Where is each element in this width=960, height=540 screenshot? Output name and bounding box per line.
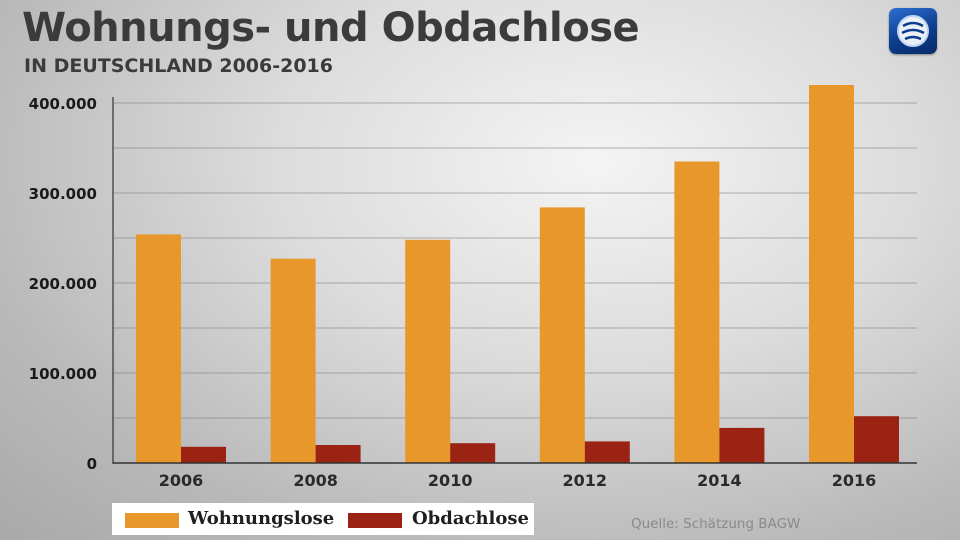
bar-wohnungslose-2010	[405, 239, 451, 463]
x-tick-label: 2006	[159, 471, 204, 490]
y-tick-labels: 0 100.000 200.000 300.000 400.000	[29, 95, 97, 473]
x-tick-label: 2010	[428, 471, 473, 490]
bar-wohnungslose-2012	[539, 207, 585, 463]
bar-wohnungslose-2006	[136, 234, 181, 463]
y-tick-label: 200.000	[29, 275, 97, 293]
tagesschau-logo-icon	[889, 8, 937, 54]
y-tick-label: 100.000	[29, 365, 97, 383]
bar-obdachlose-2014	[719, 427, 765, 463]
chart-title: Wohnungs- und Obdachlose	[22, 5, 640, 51]
y-tick-label: 400.000	[29, 95, 97, 113]
bar-obdachlose-2010	[450, 443, 496, 463]
x-tick-label: 2014	[697, 471, 742, 490]
bar-wohnungslose-2016	[809, 85, 854, 463]
bar-wohnungslose-2014	[674, 161, 720, 463]
bar-obdachlose-2012	[584, 441, 630, 463]
bar-obdachlose-2008	[315, 445, 361, 463]
legend-label-obdachlose: Obdachlose	[412, 508, 529, 529]
bar-obdachlose-2016	[854, 416, 899, 463]
y-tick-label: 0	[87, 455, 97, 473]
source-note: Quelle: Schätzung BAGW	[631, 516, 801, 532]
legend-label-wohnungslose: Wohnungslose	[188, 508, 335, 529]
x-tick-label: 2008	[293, 471, 338, 490]
bar-wohnungslose-2008	[270, 258, 316, 463]
bar-obdachlose-2006	[181, 446, 226, 463]
x-tick-labels: 2006 2008 2010 2012 2014 2016	[159, 471, 877, 490]
legend-swatch-obdachlose	[348, 513, 402, 528]
chart-subtitle: IN DEUTSCHLAND 2006-2016	[24, 55, 334, 77]
x-tick-label: 2016	[832, 471, 877, 490]
gridlines	[113, 102, 917, 419]
legend-swatch-wohnungslose	[125, 513, 179, 528]
y-tick-label: 300.000	[29, 185, 97, 203]
x-tick-label: 2012	[563, 471, 608, 490]
bars	[136, 85, 899, 463]
legend: Wohnungslose Obdachlose	[112, 503, 534, 535]
axes	[112, 97, 917, 464]
